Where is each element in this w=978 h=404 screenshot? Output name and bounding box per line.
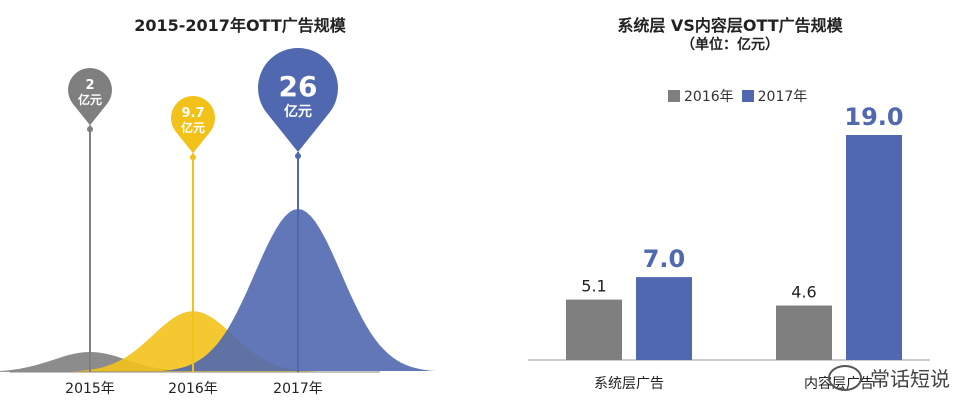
- pin-dot-0: [87, 126, 93, 133]
- value-label-1: 9.7: [181, 106, 204, 121]
- bar-2017年-内容层广告: [846, 135, 902, 360]
- value-label-0: 2: [85, 78, 94, 93]
- x-tick-label-0: 2015年: [65, 381, 115, 397]
- data-label-0-0: 5.1: [581, 277, 606, 296]
- legend-label-2016: 2016年: [684, 89, 734, 105]
- wechat-icon: [828, 364, 862, 391]
- data-label-1-0: 7.0: [643, 245, 686, 273]
- legend: 2016年 2017年: [668, 86, 807, 106]
- data-label-0-1: 4.6: [791, 283, 816, 302]
- data-label-1-1: 19.0: [844, 103, 903, 131]
- unit-label-1: 亿元: [181, 120, 205, 135]
- area-2015年: [0, 352, 209, 372]
- watermark-text: 常话短说: [870, 367, 950, 391]
- bar-2017年-系统层广告: [636, 277, 692, 360]
- pin-marker-0: [68, 68, 113, 126]
- pin-dot-1: [190, 154, 196, 161]
- legend-item-2017: 2017年: [741, 86, 808, 106]
- pin-marker-2: [258, 48, 338, 153]
- x-tick-label-right-0: 系统层广告: [594, 376, 664, 392]
- legend-label-2017: 2017年: [757, 89, 808, 105]
- pin-dot-2: [295, 153, 301, 159]
- unit-label-2: 亿元: [284, 103, 312, 120]
- legend-swatch-2016: [668, 90, 680, 102]
- value-label-2: 26: [279, 70, 318, 103]
- right-chart-title: 系统层 VS内容层OTT广告规模: [617, 16, 843, 35]
- legend-item-2016: 2016年: [668, 86, 734, 106]
- pin-marker-1: [171, 96, 216, 154]
- bar-2016年-内容层广告: [776, 305, 832, 360]
- left-chart-title: 2015-2017年OTT广告规模: [134, 16, 346, 35]
- x-tick-label-1: 2016年: [168, 381, 218, 397]
- unit-label-0: 亿元: [78, 92, 102, 107]
- watermark: 常话短说: [828, 363, 950, 392]
- bar-2016年-系统层广告: [566, 299, 622, 360]
- right-chart-subtitle: （单位：亿元）: [681, 37, 779, 53]
- x-tick-label-2: 2017年: [273, 381, 323, 397]
- legend-swatch-2017: [741, 90, 754, 102]
